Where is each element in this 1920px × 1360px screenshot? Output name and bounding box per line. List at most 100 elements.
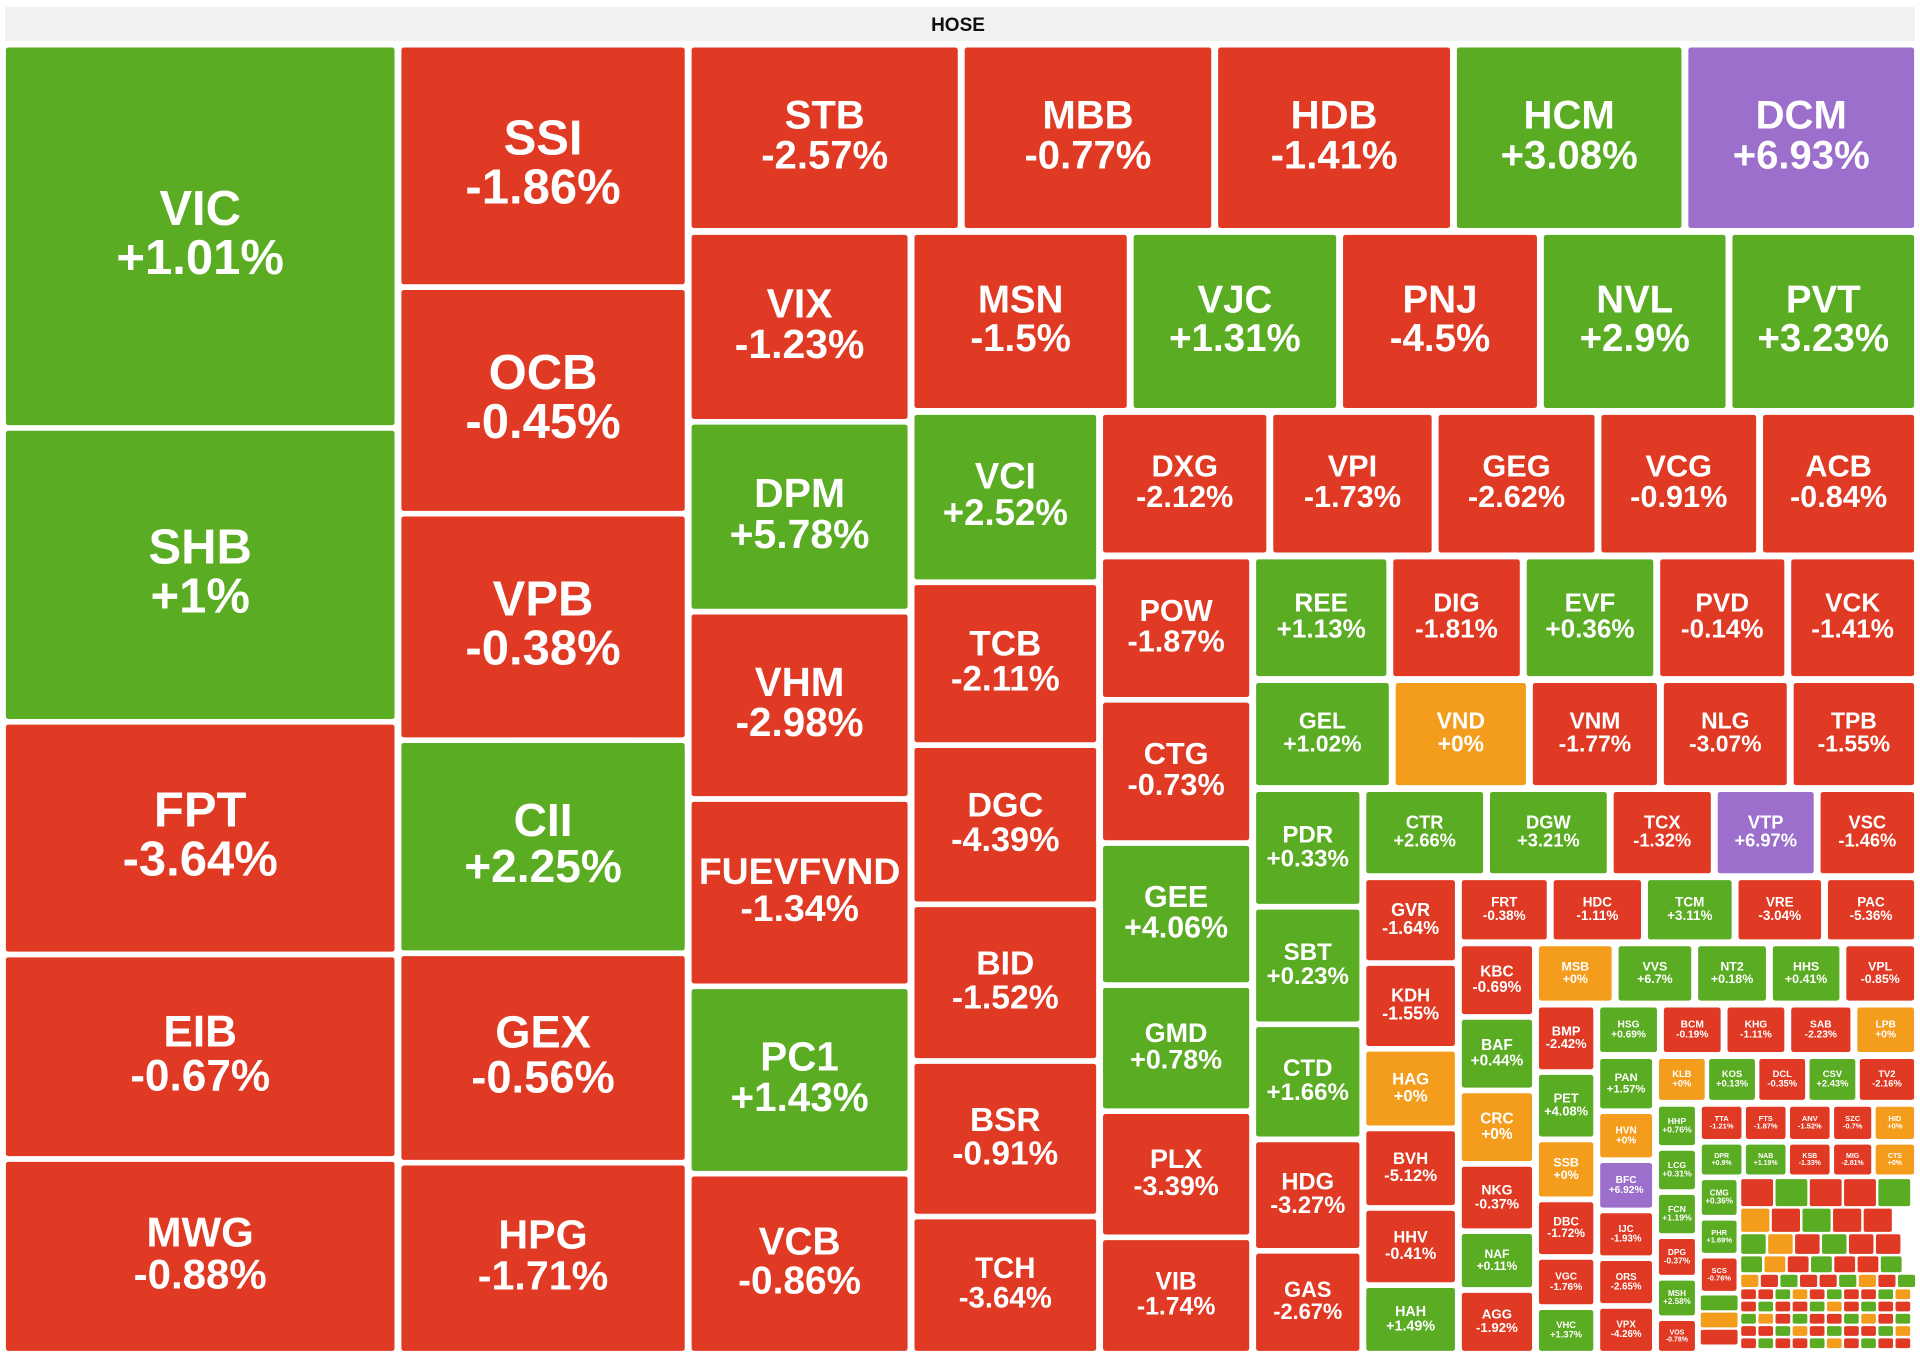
tile-ticker: FRT (1491, 895, 1518, 910)
tile-ticker: REE (1294, 588, 1348, 618)
tile-change: -1.41% (1811, 614, 1894, 644)
tile-change: -1.52% (1798, 1122, 1822, 1131)
tile-ticker: DXG (1151, 448, 1218, 483)
tile-ticker: PDR (1282, 821, 1333, 848)
tile-change: +0.76% (1662, 1125, 1692, 1135)
small-tile (1809, 1313, 1825, 1324)
tile-ticker: BFC (1616, 1175, 1638, 1186)
small-tile (1758, 1326, 1774, 1336)
tile-change: -0.37% (1475, 1195, 1520, 1211)
tile-change: +3.11% (1667, 908, 1712, 923)
tile (1698, 946, 1766, 1001)
tile-change: -3.64% (123, 833, 278, 887)
tile-ticker: VNM (1569, 708, 1620, 734)
tile (1658, 1238, 1695, 1275)
tile (5, 1161, 395, 1351)
tile-ticker: NVL (1596, 278, 1673, 321)
tile (691, 47, 958, 228)
tile-ticker: ANV (1802, 1114, 1818, 1123)
tile-change: -1.33% (1799, 1160, 1822, 1167)
small-tile (1861, 1301, 1876, 1312)
small-tile (1861, 1313, 1876, 1324)
tile-change: +1.31% (1169, 317, 1301, 360)
small-tile (1844, 1301, 1859, 1312)
tile-ticker: NT2 (1720, 960, 1744, 974)
tile-ticker: NKG (1481, 1181, 1512, 1197)
tile (1759, 1058, 1806, 1100)
tile (1103, 987, 1250, 1109)
tile-change: -0.69% (1473, 979, 1522, 996)
tile-ticker: HDC (1583, 895, 1612, 910)
small-tile (1861, 1338, 1876, 1349)
small-tile (1844, 1326, 1859, 1336)
tile-change: -1.11% (1576, 908, 1618, 923)
tile-ticker: GEE (1144, 880, 1208, 914)
tile (1701, 1220, 1737, 1253)
tile (1538, 1142, 1594, 1197)
tile (1846, 946, 1915, 1001)
small-tile (1700, 1295, 1738, 1311)
small-tile (1771, 1208, 1800, 1232)
tile-ticker: POW (1139, 593, 1212, 628)
tile-ticker: KOS (1722, 1068, 1742, 1079)
tile (1538, 1074, 1594, 1137)
tile-ticker: VVS (1642, 960, 1667, 974)
tile-ticker: DPM (754, 470, 845, 516)
tile (1395, 683, 1526, 786)
tile-ticker: TCX (1644, 811, 1681, 832)
tile-ticker: PVT (1786, 278, 1861, 321)
tile-change: +1.01% (116, 231, 284, 285)
tile-change: +1.57% (1607, 1083, 1646, 1095)
tile-change: -1.86% (465, 160, 620, 214)
tile-change: -0.78% (1666, 1336, 1689, 1343)
tile-change: +0.13% (1716, 1078, 1749, 1089)
tile (1701, 1258, 1737, 1291)
tile (1600, 1163, 1653, 1208)
tile (1538, 1259, 1594, 1305)
tile-change: +0.44% (1471, 1052, 1524, 1069)
tile-ticker: FPT (154, 784, 247, 838)
tile (5, 957, 395, 1157)
tile-change: -4.5% (1390, 317, 1491, 360)
tile-ticker: CSV (1823, 1068, 1843, 1079)
tile (1256, 909, 1360, 1022)
tile-ticker: FCN (1668, 1204, 1686, 1214)
small-tile (1858, 1274, 1876, 1287)
tile-ticker: HAH (1395, 1304, 1426, 1320)
tile-change: +6.97% (1734, 830, 1797, 851)
tile (1834, 1144, 1872, 1175)
small-tile (1844, 1289, 1859, 1300)
tile-change: -1.11% (1740, 1030, 1772, 1041)
small-tile (1822, 1234, 1847, 1254)
small-tile (1861, 1289, 1876, 1300)
tile (1789, 1144, 1830, 1175)
tile-change: -1.23% (735, 321, 865, 367)
tile-ticker: HCM (1524, 93, 1615, 137)
tile-ticker: SSI (504, 111, 583, 165)
tile-ticker: HHS (1793, 960, 1819, 974)
tile (1256, 1027, 1360, 1137)
tile-change: -1.71% (478, 1253, 609, 1299)
tile-change: +6.92% (1609, 1185, 1644, 1196)
tile-change: -5.12% (1384, 1166, 1437, 1185)
tile-ticker: NLG (1701, 708, 1749, 734)
tile (914, 747, 1097, 902)
tile (1103, 1240, 1250, 1351)
tile (1827, 880, 1915, 940)
tile-change: +0.18% (1711, 972, 1753, 986)
tile (1366, 1051, 1455, 1126)
tile-ticker: TCB (969, 624, 1041, 663)
tile-ticker: VPI (1328, 448, 1377, 483)
tile-ticker: CII (514, 794, 573, 846)
tile-change: -0.56% (471, 1052, 615, 1103)
tile (1489, 792, 1607, 874)
tile (691, 234, 908, 419)
tile-ticker: KSB (1802, 1153, 1817, 1160)
tile-change: -0.91% (1630, 479, 1727, 514)
small-tile (1809, 1326, 1825, 1336)
tile-ticker: HSG (1618, 1019, 1640, 1030)
tile-change: -2.57% (761, 133, 888, 177)
tile-change: -0.85% (1861, 972, 1900, 986)
tile-ticker: KBC (1480, 964, 1513, 981)
